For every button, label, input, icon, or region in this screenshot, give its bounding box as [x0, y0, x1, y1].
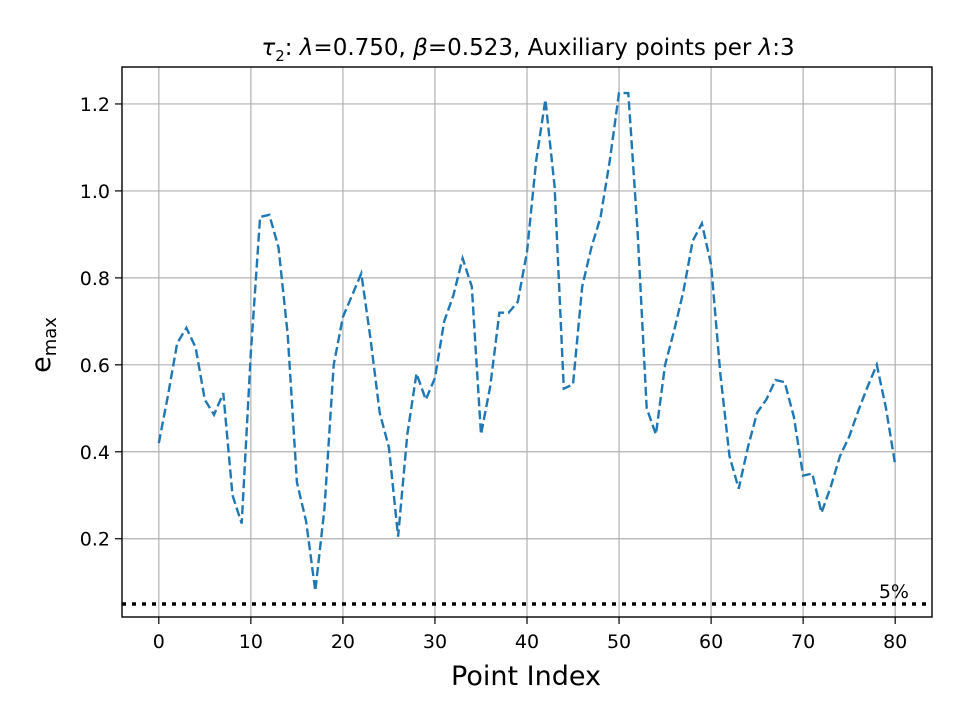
- title-tau: τ: [261, 35, 275, 61]
- title-beta: β: [412, 35, 428, 61]
- title-seg-c: =0.523, Auxiliary points per: [428, 35, 759, 61]
- y-tick-label: 1.0: [80, 181, 110, 203]
- x-tick-label: 50: [607, 631, 631, 653]
- x-ticks: 0 10 20 30 40 50 60 70 80: [153, 617, 907, 653]
- title-seg-d: :3: [772, 35, 794, 61]
- y-tick-label: 0.2: [80, 529, 110, 551]
- y-axis-label: emax: [26, 317, 61, 373]
- x-gridlines: [158, 67, 896, 617]
- y-tick-label: 0.8: [80, 268, 110, 290]
- title-tau-sub: 2: [275, 47, 285, 65]
- x-tick-label: 60: [699, 631, 723, 653]
- y-tick-label: 1.2: [80, 94, 110, 116]
- x-tick-label: 0: [153, 631, 165, 653]
- series-line: [157, 91, 897, 592]
- x-axis-label: Point Index: [451, 661, 601, 692]
- title-seg-b: =0.750,: [313, 35, 413, 61]
- x-tick-label: 40: [515, 631, 539, 653]
- x-tick-label: 30: [423, 631, 447, 653]
- y-axis-label-main: e: [26, 356, 57, 373]
- x-tick-label: 10: [239, 631, 263, 653]
- y-axis-label-sub: max: [40, 317, 61, 357]
- chart-title: τ2: λ=0.750, β=0.523, Auxiliary points p…: [261, 35, 794, 65]
- y-tick-label: 0.4: [80, 442, 110, 464]
- y-tick-label: 0.6: [80, 355, 110, 377]
- x-tick-label: 70: [791, 631, 815, 653]
- threshold-label: 5%: [879, 581, 909, 603]
- y-ticks: 0.2 0.4 0.6 0.8 1.0 1.2: [80, 94, 122, 551]
- y-gridlines: [122, 103, 932, 540]
- title-seg-a: :: [285, 35, 300, 61]
- title-lambda-1: λ: [298, 35, 314, 61]
- x-tick-label: 20: [331, 631, 355, 653]
- x-tick-label: 80: [883, 631, 907, 653]
- title-lambda-2: λ: [757, 35, 773, 61]
